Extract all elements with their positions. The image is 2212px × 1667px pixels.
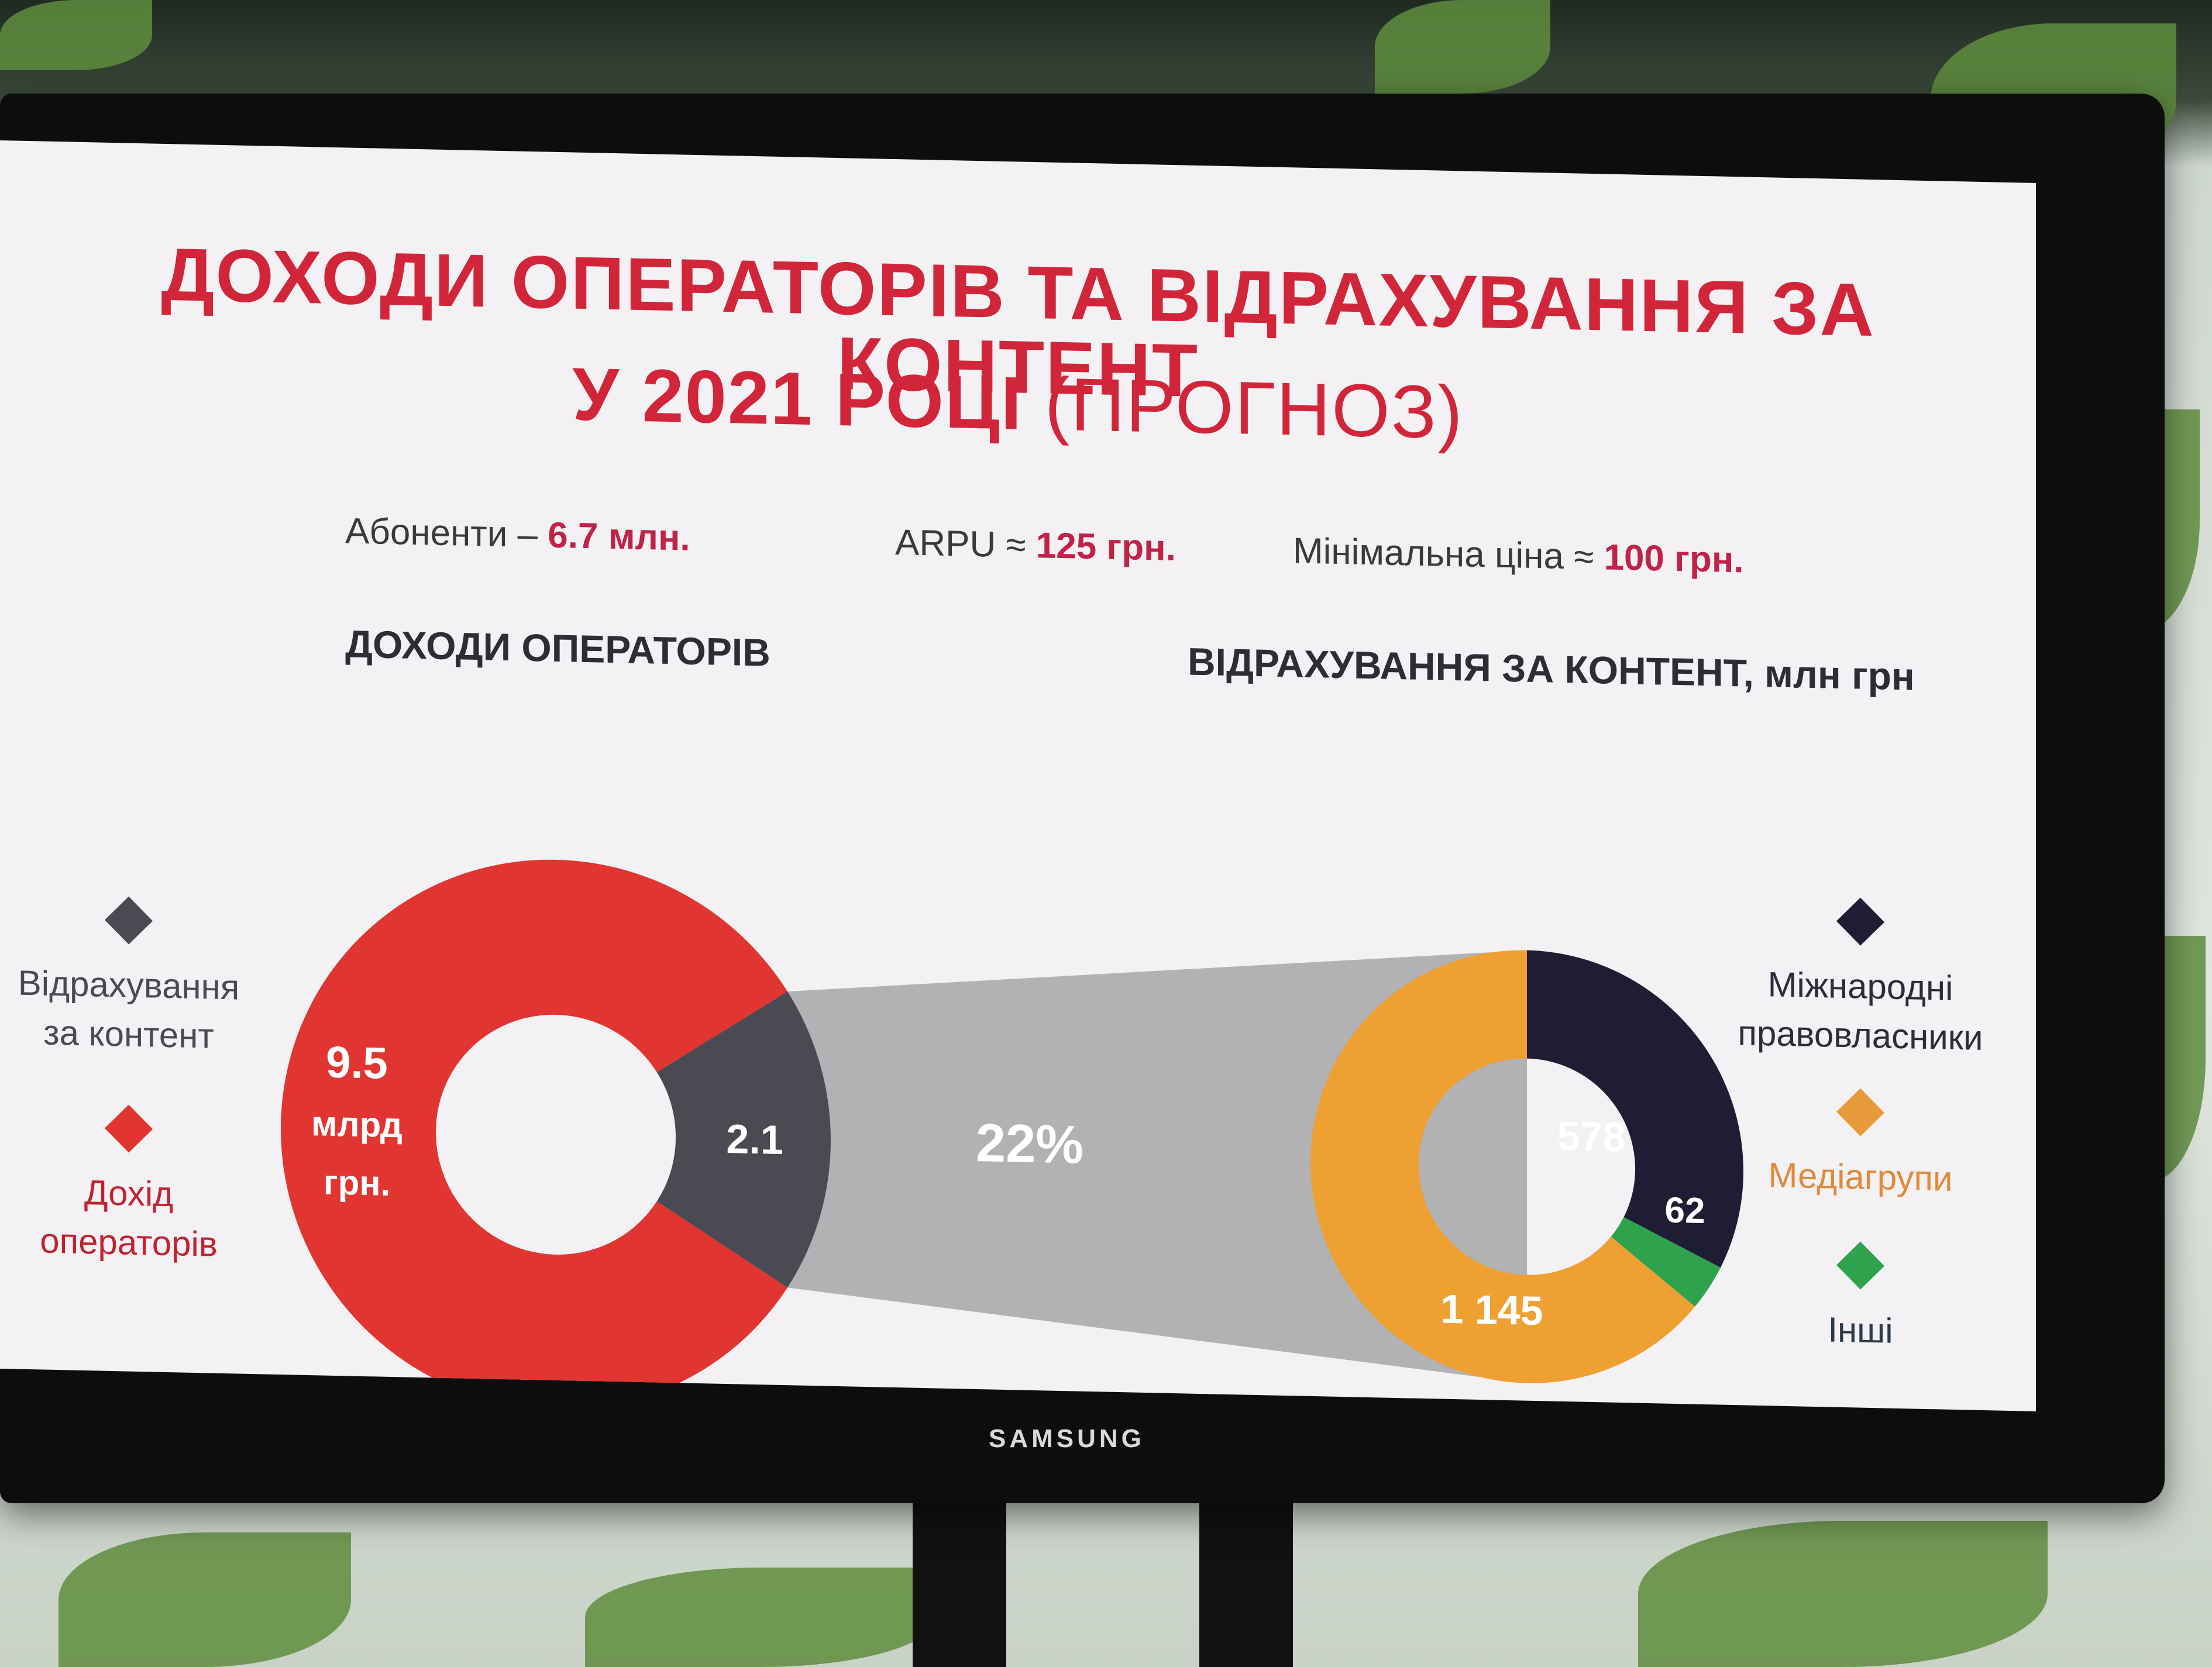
donut1-slice-0 (280, 859, 788, 1410)
donut1-main-label-line: млрд (311, 1104, 403, 1145)
diamond-icon (104, 896, 153, 945)
legend-label: Дохід операторів (40, 1173, 218, 1264)
leaf (1638, 1521, 2048, 1667)
donut1-small-label: 2.1 (726, 1116, 783, 1163)
diamond-icon (1836, 1241, 1885, 1290)
legend-chart2: Міжнародні правовласники Медіагрупи Інші (1726, 897, 1995, 1358)
legend-item-operator-revenue: Дохід операторів (0, 1104, 257, 1270)
donut2-slice-0 (1527, 950, 1743, 1268)
diamond-icon (1836, 1088, 1885, 1136)
donut1-main-label-line: грн. (324, 1163, 391, 1203)
legend-label: Міжнародні правовласники (1738, 965, 1983, 1058)
donut2-slice-1 (1611, 1217, 1721, 1307)
brand-logo: SAMSUNG (989, 1424, 1145, 1453)
monitor-stand (913, 1497, 1006, 1667)
legend-item-content-payments: Відрахування за контент (0, 896, 257, 1062)
legend-item-intl-rightsholders: Міжнародні правовласники (1726, 897, 1995, 1063)
legend-label: Відрахування за контент (18, 963, 240, 1056)
leaf (0, 0, 152, 70)
legend-label: Медіагрупи (1768, 1155, 1953, 1198)
donut2-value-label-1: 62 (1665, 1190, 1705, 1231)
diamond-icon (1836, 897, 1885, 946)
leaf (59, 1532, 351, 1667)
donut2-slice-2 (1310, 950, 1695, 1383)
slide: ДОХОДИ ОПЕРАТОРІВ ТА ВІДРАХУВАННЯ ЗА КОН… (0, 140, 2036, 1411)
legend-item-others: Інші (1726, 1241, 1995, 1358)
legend-label: Інші (1828, 1310, 1893, 1351)
donut2-value-label-2: 1 145 (1440, 1286, 1543, 1334)
monitor: ДОХОДИ ОПЕРАТОРІВ ТА ВІДРАХУВАННЯ ЗА КОН… (0, 94, 2165, 1503)
diamond-icon (104, 1104, 153, 1153)
charts-canvas: 578 62 1 145 9.5 млрд грн. 2.1 22% (280, 859, 1743, 1410)
donut2-value-label-0: 578 (1557, 1113, 1626, 1160)
donut1-main-label-line: 9.5 (326, 1038, 388, 1089)
legend-chart1: Відрахування за контент Дохід операторів (0, 896, 257, 1270)
monitor-stand (1199, 1497, 1293, 1667)
leaf (585, 1568, 936, 1667)
donut-chart-content-payments: 578 62 1 145 (1310, 950, 1743, 1383)
share-annotation: 22% (976, 1113, 1083, 1175)
leaf (1375, 0, 1550, 94)
legend-item-media-groups: Медіагрупи (1726, 1088, 1995, 1205)
donut-chart-operator-revenue (280, 859, 831, 1410)
donut1-main-label: 9.5 млрд грн. (311, 1037, 403, 1203)
donut1-slice-1 (656, 991, 831, 1288)
